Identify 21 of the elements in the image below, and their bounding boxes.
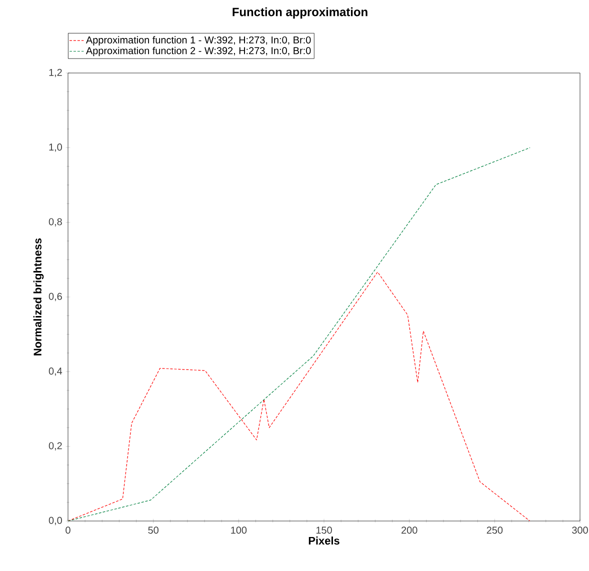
- x-tick-label: 300: [572, 526, 588, 534]
- x-tick-label: 50: [148, 526, 158, 534]
- line-series: [68, 147, 530, 521]
- x-tick-label: 200: [402, 526, 418, 534]
- legend-label: Approximation function 2 - W:392, H:273, In:0, Br:0: [86, 46, 311, 56]
- y-tick-label: 0,4: [48, 368, 62, 376]
- x-tick-label: 0: [66, 526, 70, 534]
- line-series: [68, 272, 530, 521]
- x-tick-label: 100: [231, 526, 247, 534]
- y-tick-label: 0,6: [48, 292, 62, 302]
- x-axis-title: Pixels: [308, 536, 340, 545]
- x-tick-label: 250: [486, 526, 503, 534]
- x-tick-label: 150: [316, 526, 332, 534]
- chart-title: Function approximation: [232, 7, 368, 19]
- y-tick-label: 0,2: [48, 442, 62, 450]
- y-tick-label: 0,0: [48, 516, 62, 526]
- y-tick-label: 1,0: [49, 144, 62, 152]
- legend-label: Approximation function 1 - W:392, H:273, In:0, Br:0: [86, 36, 311, 46]
- y-axis-title: Normalized brightness: [33, 238, 44, 356]
- y-tick-label: 1,2: [49, 68, 62, 78]
- y-tick-label: 0,8: [48, 218, 62, 226]
